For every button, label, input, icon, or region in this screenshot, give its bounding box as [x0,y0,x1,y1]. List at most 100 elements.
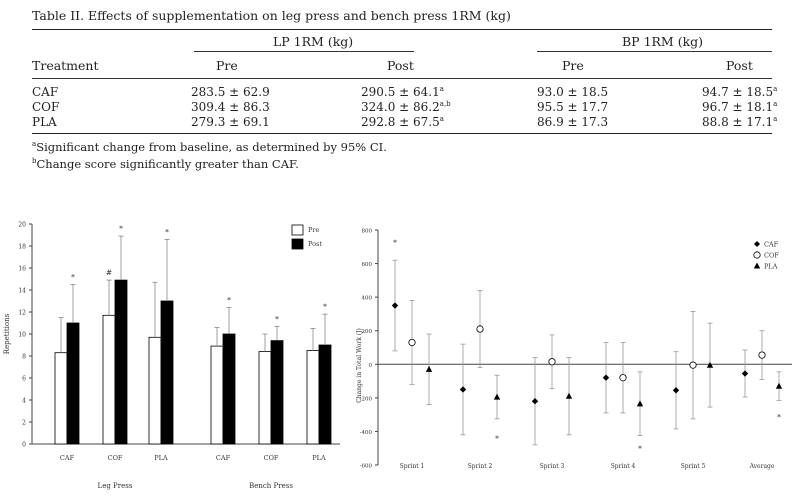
significance-marker: * [165,227,169,236]
table-body: CAF 283.5 ± 62.9 290.5 ± 64.1a 93.0 ± 18.5 9… [32,85,777,130]
legend-swatch-post [291,238,304,250]
cell-bp-post: 88.8 ± 17.1a [702,115,777,129]
top-rule [32,29,772,30]
cell-bp-pre: 93.0 ± 18.5 [537,85,608,99]
significance-marker: * [275,314,279,323]
y-tick-label: 2 [22,420,26,427]
bar-post [66,322,80,445]
significance-marker: * [71,273,75,282]
cell-treatment: CAF [32,85,58,99]
y-tick-label: -200 [360,396,373,402]
cell-value: 93.0 ± 18.5 [537,85,609,99]
y-tick-label: 8 [22,354,26,361]
point-cof [758,351,766,359]
legend-label-post: Post [308,240,322,248]
header-rule [32,78,772,79]
bar-post [222,333,236,445]
table-row: PLA 279.3 ± 69.1 292.8 ± 67.5a 86.9 ± 17.3 8… [32,115,777,130]
significance-marker: a [773,100,778,108]
cell-lp-pre: 279.3 ± 69.1 [191,115,270,129]
point-cof [548,358,556,366]
bar-pre [148,336,162,445]
y-tick-label: 0 [369,363,373,369]
bar-post [114,279,128,445]
y-tick-label: 16 [18,266,26,273]
point-cof [476,325,484,333]
cell-value: COF [32,100,60,114]
legend-marker-cof [753,251,761,259]
group-header-lp: LP 1RM (kg) [273,34,354,49]
significance-marker: * [119,224,123,233]
x-tick-label: Sprint 4 [611,463,636,470]
point-cof [619,374,627,382]
cell-bp-post: 96.7 ± 18.1a [702,100,777,114]
significance-marker: * [227,296,231,305]
group-header-bp: BP 1RM (kg) [622,34,704,49]
footnote-b: bChange score significantly greater than… [32,154,772,171]
total-work-change-chart: -600 -400 -200 0 200 400 600 800 Change in Total… [356,229,792,470]
y-tick-label: -600 [360,464,373,470]
y-axis-label: Repetitions [3,313,11,354]
bar-post [318,344,332,445]
cell-value: 88.8 ± 17.1 [702,115,774,129]
significance-marker: a,b [439,100,451,108]
point-caf [602,374,610,381]
table-row: COF 309.4 ± 86.3 324.0 ± 86.2a,b 95.5 ± 17.… [32,100,777,115]
col-header-bp-pre: Pre [562,58,584,73]
point-cof [689,361,697,369]
cell-value: 279.3 ± 69.1 [191,115,270,129]
col-header-bp-post: Post [726,58,753,73]
legend-label-pre: Pre [308,226,319,234]
x-tick-label: Sprint 5 [681,463,706,470]
point-caf [459,386,467,393]
x-tick-label: COF [108,454,123,462]
y-tick-label: 600 [362,262,373,268]
significance-marker: * [323,302,327,311]
y-tick-label: 18 [18,244,26,251]
bar-pre [258,351,272,445]
bp-subrule [537,51,772,52]
cell-bp-post: 94.7 ± 18.5a [702,85,777,99]
cell-value: 290.5 ± 64.1 [361,85,440,99]
y-tick-label: 12 [18,310,26,317]
point-caf [672,387,680,394]
bar-pre [210,345,224,445]
y-tick-label: 14 [18,288,26,295]
y-tick-label: 6 [22,376,26,383]
legend-label-cof: COF [764,252,779,260]
bar-pre [102,314,116,445]
cell-value: 96.7 ± 18.1 [702,100,774,114]
point-pla [775,382,783,389]
repetitions-bar-chart: 0 2 4 6 8 10 12 14 16 18 20 Repetitions CAF COF PLA CAF… [3,222,340,490]
significance-marker: * [777,412,781,421]
footnote-a-mark: a [32,140,37,148]
x-tick-label: Sprint 3 [540,463,565,470]
cell-value: 309.4 ± 86.3 [191,100,270,114]
point-cof [408,338,416,347]
cell-value: 292.8 ± 67.5 [361,115,440,129]
legend-swatch-pre [291,224,304,236]
table-footnotes: aSignificant change from baseline, as de… [32,137,772,171]
x-tick-label: CAF [216,454,231,462]
significance-marker: a [439,85,444,93]
footnote-b-text: Change score significantly greater than … [36,157,299,171]
col-header-lp-pre: Pre [216,58,238,73]
y-tick-label: -400 [360,430,373,436]
y-tick-label: 400 [362,296,373,302]
y-tick-label: 0 [22,442,26,449]
col-header-treatment: Treatment [32,58,99,73]
point-caf [741,370,749,377]
point-pla [565,392,573,399]
table-caption: Table II. Effects of supplementation on … [32,8,511,23]
significance-marker: * [393,238,397,247]
results-table: Table II. Effects of supplementation on … [32,8,777,171]
x-tick-label: Average [749,463,775,470]
cell-lp-post: 324.0 ± 86.2a,b [361,100,451,114]
significance-marker: * [638,444,642,453]
cell-treatment: COF [32,100,59,114]
group-label-leg-press: Leg Press [98,482,133,490]
bottom-rule [32,133,772,134]
significance-marker: * [495,434,499,443]
bar-post [270,340,284,445]
point-caf [531,398,539,405]
